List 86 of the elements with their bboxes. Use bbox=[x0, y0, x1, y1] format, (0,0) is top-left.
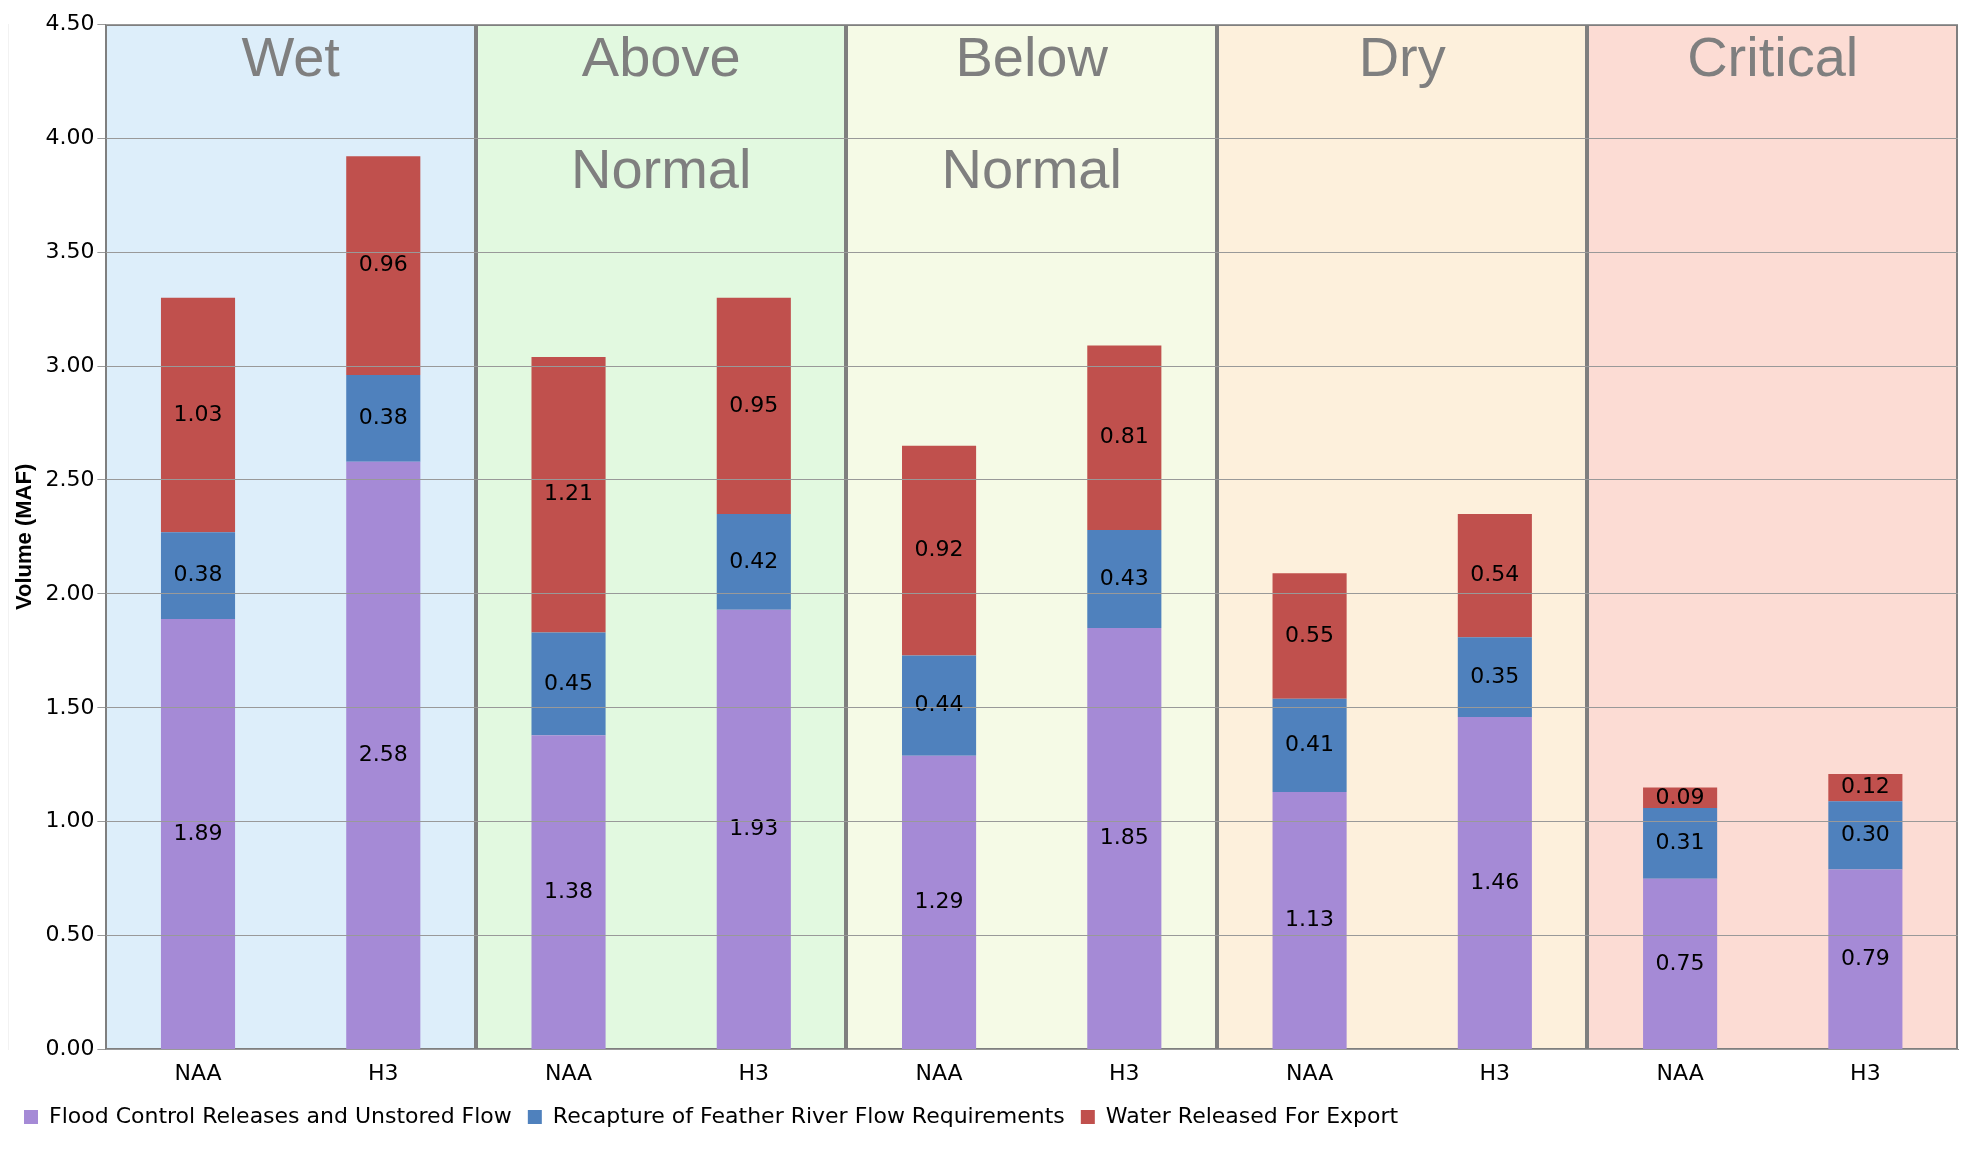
data-label: 0.79 bbox=[1840, 945, 1890, 971]
bar bbox=[346, 156, 421, 376]
x-tick-label: H3 bbox=[738, 1059, 770, 1085]
data-label: 2.58 bbox=[358, 741, 408, 767]
bar bbox=[346, 461, 421, 1050]
y-tick-label: 4.00 bbox=[45, 123, 95, 149]
bar bbox=[1643, 808, 1718, 879]
data-label: 0.55 bbox=[1285, 621, 1335, 647]
annotation: Below Normal bbox=[941, 24, 1122, 200]
bar bbox=[1087, 628, 1162, 1050]
data-label: 0.44 bbox=[914, 691, 964, 717]
data-label: 0.81 bbox=[1099, 423, 1149, 449]
legend-label: Recapture of Feather River Flow Requirements bbox=[552, 1102, 1065, 1128]
bar bbox=[160, 297, 236, 533]
data-label: 1.89 bbox=[173, 819, 223, 845]
y-tick-label: 4.50 bbox=[45, 9, 95, 35]
bar bbox=[160, 618, 236, 1050]
x-tick-label: NAA bbox=[1656, 1059, 1704, 1085]
bar bbox=[160, 532, 236, 619]
data-label: 0.09 bbox=[1655, 783, 1705, 809]
data-label: 1.21 bbox=[544, 480, 594, 506]
x-tick-label: NAA bbox=[1286, 1059, 1334, 1085]
x-tick-label: NAA bbox=[174, 1059, 222, 1085]
data-label: 1.03 bbox=[173, 400, 223, 426]
y-tick-label: 1.00 bbox=[45, 807, 95, 833]
data-label: 0.54 bbox=[1470, 561, 1520, 587]
x-tick-label: H3 bbox=[368, 1059, 399, 1085]
bar bbox=[716, 609, 791, 1050]
data-label: 1.85 bbox=[1099, 824, 1149, 850]
data-label: 0.92 bbox=[914, 536, 964, 562]
bar bbox=[1457, 637, 1532, 717]
bar bbox=[716, 297, 791, 515]
bar bbox=[1828, 869, 1903, 1050]
y-tick-label: 0.50 bbox=[45, 921, 95, 947]
y-tick-label: 2.50 bbox=[45, 465, 95, 491]
bar bbox=[1272, 792, 1347, 1050]
data-label: 0.31 bbox=[1655, 829, 1705, 855]
bar bbox=[1272, 573, 1347, 699]
data-label: 1.38 bbox=[544, 877, 594, 903]
x-tick-label: NAA bbox=[915, 1059, 963, 1085]
x-tick-label: NAA bbox=[544, 1059, 593, 1085]
data-label: 0.96 bbox=[358, 251, 408, 277]
data-label: 0.38 bbox=[173, 561, 223, 587]
y-tick-label: 0.00 bbox=[45, 1035, 95, 1061]
bar bbox=[1457, 514, 1532, 638]
bar bbox=[1643, 878, 1718, 1050]
bar bbox=[1087, 530, 1162, 629]
legend-label: Flood Control Releases and Unstored Flow bbox=[49, 1102, 512, 1128]
data-label: 0.12 bbox=[1840, 773, 1890, 799]
x-tick-label: H3 bbox=[1109, 1059, 1140, 1085]
y-tick-label: 3.50 bbox=[45, 237, 95, 263]
bar bbox=[1457, 716, 1532, 1050]
y-tick-label: 3.00 bbox=[45, 351, 95, 377]
data-label: 0.75 bbox=[1655, 949, 1705, 975]
data-label: 0.35 bbox=[1470, 662, 1520, 688]
annotation: Critical bbox=[1687, 24, 1859, 88]
data-label: 0.45 bbox=[544, 669, 594, 695]
bar bbox=[1087, 345, 1162, 531]
bar bbox=[902, 755, 977, 1050]
bar bbox=[1272, 698, 1347, 793]
bar bbox=[902, 445, 977, 656]
bar bbox=[716, 514, 791, 610]
data-label: 0.38 bbox=[358, 404, 408, 430]
data-label: 1.13 bbox=[1285, 906, 1335, 932]
data-label: 0.95 bbox=[729, 391, 779, 417]
bar bbox=[1828, 801, 1903, 870]
legend-label: Water Released For Export bbox=[1105, 1102, 1399, 1128]
bar bbox=[531, 735, 606, 1050]
data-label: 0.43 bbox=[1099, 564, 1149, 590]
y-axis-title: Volume (MAF) bbox=[11, 463, 37, 611]
data-label: 0.42 bbox=[729, 547, 779, 573]
y-tick-label: 1.50 bbox=[45, 693, 95, 719]
annotation: Dry bbox=[1358, 24, 1446, 88]
y-tick-label: 2.00 bbox=[45, 579, 95, 605]
annotation: Wet bbox=[241, 24, 341, 88]
data-label: 1.46 bbox=[1470, 868, 1520, 894]
x-tick-label: H3 bbox=[1850, 1059, 1881, 1085]
bar bbox=[531, 356, 606, 633]
annotation: Above Normal bbox=[570, 24, 752, 200]
bar bbox=[346, 375, 421, 462]
data-label: 0.30 bbox=[1840, 821, 1890, 847]
bar bbox=[531, 632, 606, 736]
data-label: 0.41 bbox=[1285, 731, 1335, 757]
x-tick-label: H3 bbox=[1479, 1059, 1511, 1085]
bar bbox=[902, 655, 977, 756]
data-label: 1.29 bbox=[914, 888, 964, 914]
